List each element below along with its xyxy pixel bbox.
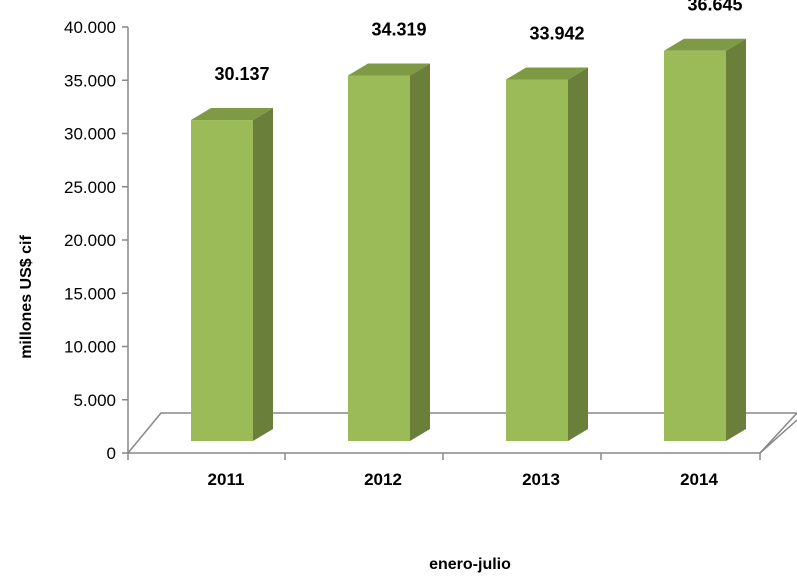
bar-top (348, 63, 430, 76)
bar (664, 38, 746, 442)
y-tick-label: 20.000 (64, 231, 116, 250)
x-tick-label: 2013 (522, 470, 560, 489)
bars (191, 38, 746, 442)
data-label: 34.319 (371, 20, 426, 40)
bar-top (191, 108, 273, 121)
bar (191, 108, 273, 441)
y-tick-label: 5.000 (73, 391, 116, 410)
x-tick-label: 2014 (680, 470, 718, 489)
bar (506, 67, 588, 441)
data-label: 30.137 (214, 64, 269, 84)
bar-side (726, 38, 746, 442)
bar-top (506, 67, 588, 80)
bar-front (348, 75, 410, 441)
y-tick-label: 30.000 (64, 125, 116, 144)
bar-side (253, 108, 273, 441)
y-tick-label: 35.000 (64, 71, 116, 90)
bar-top (664, 38, 746, 51)
bar (348, 63, 430, 441)
y-tick-label: 0 (107, 444, 116, 463)
x-axis-title: enero-julio (429, 556, 511, 573)
bar-front (506, 79, 568, 441)
y-tick-label: 10.000 (64, 338, 116, 357)
y-axis-title: millones US$ cif (18, 235, 35, 359)
data-label: 33.942 (529, 24, 584, 44)
y-axis: 0 5.000 10.000 15.000 20.000 25.000 30.000 35.0… (64, 18, 761, 463)
bar-side (410, 63, 430, 441)
x-tick-label: 2012 (364, 470, 402, 489)
data-label: 36.645 (687, 0, 742, 15)
y-tick-label: 40.000 (64, 18, 116, 37)
floor-edge (759, 419, 797, 454)
y-tick-label: 15.000 (64, 284, 116, 303)
x-tick-label: 2011 (208, 470, 245, 489)
labels: 30.137 2011 34.319 2012 33.942 2013 36.645 2014 (208, 0, 743, 489)
bar-front (191, 120, 253, 441)
y-tick-label: 25.000 (64, 178, 116, 197)
chart-floor (126, 412, 797, 454)
bar-side (568, 67, 588, 441)
floor-plane (126, 412, 797, 454)
bar-front (664, 50, 726, 442)
